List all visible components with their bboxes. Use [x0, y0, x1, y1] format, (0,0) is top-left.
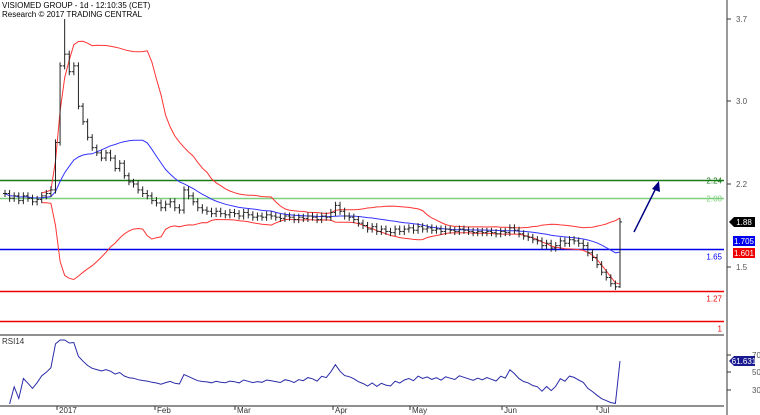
time-tick-label: Jun — [504, 406, 517, 415]
price-tag — [729, 217, 755, 227]
time-tick-label: Feb — [157, 406, 171, 415]
level-label: 1.27 — [706, 295, 722, 304]
forecast-arrow — [633, 187, 657, 233]
time-tick-label: Apr — [335, 406, 348, 415]
price-tag-label: 1.705 — [734, 237, 755, 246]
chart-copyright: Research © 2017 TRADING CENTRAL — [2, 10, 143, 19]
price-tag — [733, 236, 755, 246]
time-tick-label: May — [412, 406, 427, 415]
level-label: 1.65 — [706, 253, 722, 262]
level-label: 1 — [718, 325, 723, 334]
rsi-tick-label: 70 — [752, 351, 760, 360]
price-tick-label: 3.0 — [736, 97, 748, 106]
level-label: 2.24 — [706, 177, 722, 186]
rsi-tick-label: 30 — [752, 386, 760, 395]
price-tag-label: 1.601 — [734, 249, 755, 258]
forecast-arrow-head-icon — [652, 181, 660, 192]
price-tag — [733, 248, 755, 258]
time-tick-label: 2017 — [59, 406, 77, 415]
time-tick-label: Mar — [237, 406, 251, 415]
bollinger-upper — [41, 40, 621, 229]
rsi-line — [9, 339, 621, 405]
rsi-value-tag — [729, 356, 755, 366]
rsi-tick-label: 50 — [752, 368, 760, 377]
price-tick-label: 3.7 — [736, 15, 748, 24]
price-tick-label: 2.2 — [736, 180, 748, 189]
rsi-value-label: 61.631 — [732, 357, 757, 366]
level-label: 2.08 — [706, 195, 722, 204]
rsi-label: RSI14 — [2, 337, 25, 346]
price-tick-label: 1.5 — [736, 263, 748, 272]
time-tick-label: Jul — [599, 406, 609, 415]
price-tag-label: 1.88 — [736, 218, 752, 227]
chart-title: VISIOMED GROUP - 1d - 12:10:35 (CET) — [2, 1, 151, 10]
